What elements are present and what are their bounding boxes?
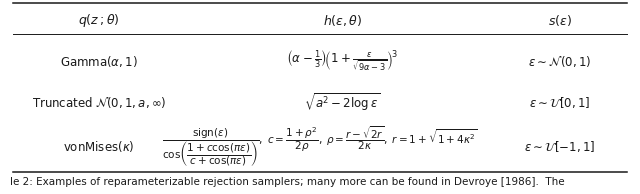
Text: $h(\varepsilon,\theta)$: $h(\varepsilon,\theta)$ [323, 13, 362, 28]
Text: le 2: Examples of reparameterizable rejection samplers; many more can be found i: le 2: Examples of reparameterizable reje… [10, 177, 568, 187]
Text: $\mathrm{vonMises}(\kappa)$: $\mathrm{vonMises}(\kappa)$ [63, 139, 135, 154]
Text: $\left(\alpha - \frac{1}{3}\right)\!\left(1 + \frac{\varepsilon}{\sqrt{9\alpha-3: $\left(\alpha - \frac{1}{3}\right)\!\lef… [287, 49, 398, 73]
Text: $\dfrac{\mathrm{sign}(\varepsilon)}{\cos\!\left(\dfrac{1+c\cos(\pi\varepsilon)}{: $\dfrac{\mathrm{sign}(\varepsilon)}{\cos… [162, 124, 478, 169]
Text: $q(z\,;\theta)$: $q(z\,;\theta)$ [79, 12, 120, 29]
Text: $\sqrt{a^2 - 2\log\varepsilon}$: $\sqrt{a^2 - 2\log\varepsilon}$ [305, 92, 380, 114]
Text: $\varepsilon \sim \mathcal{U}[0,1]$: $\varepsilon \sim \mathcal{U}[0,1]$ [529, 95, 591, 110]
Text: $\varepsilon \sim \mathcal{N}(0, 1)$: $\varepsilon \sim \mathcal{N}(0, 1)$ [529, 54, 591, 69]
Text: $s(\varepsilon)$: $s(\varepsilon)$ [548, 13, 572, 28]
Text: $\mathrm{Truncated}\;\mathcal{N}(0,1,a,\infty)$: $\mathrm{Truncated}\;\mathcal{N}(0,1,a,\… [32, 95, 166, 110]
Text: $\mathrm{Gamma}(\alpha, 1)$: $\mathrm{Gamma}(\alpha, 1)$ [60, 54, 138, 69]
Text: $\varepsilon \sim \mathcal{U}[-1,1]$: $\varepsilon \sim \mathcal{U}[-1,1]$ [524, 139, 596, 154]
